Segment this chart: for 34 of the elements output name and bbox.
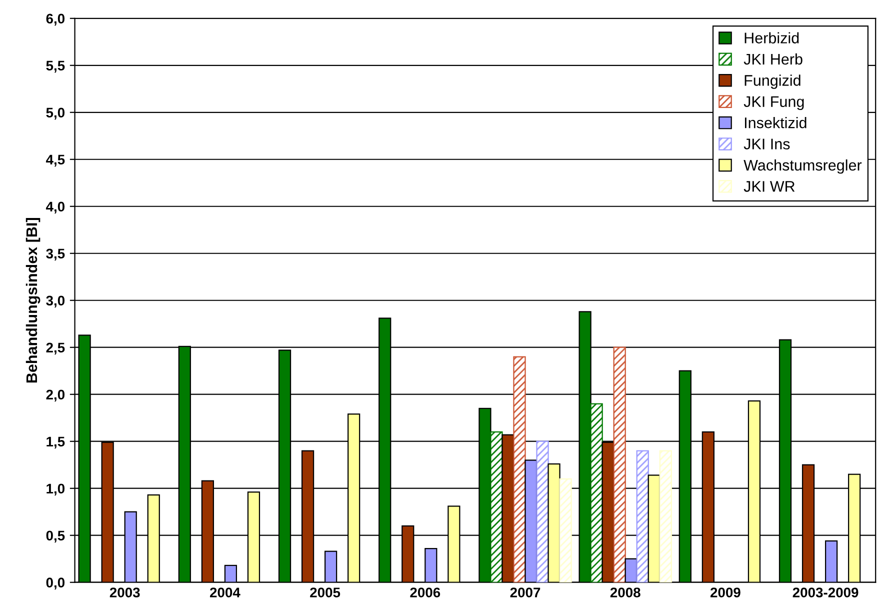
y-tick-label: 1,0 (46, 484, 65, 496)
y-tick-label: 2,0 (46, 390, 65, 402)
legend-label: JKI Herb (744, 53, 802, 65)
x-tick-label: 2004 (210, 588, 240, 598)
x-tick-label: 2008 (610, 588, 640, 598)
bar (659, 450, 672, 582)
y-tick-label: 4,0 (46, 202, 65, 214)
y-tick-label: 5,5 (46, 60, 65, 73)
legend-label: Herbizid (744, 32, 799, 44)
x-tick-label: 2003 (110, 588, 140, 598)
y-tick-label: 3,5 (46, 248, 65, 261)
y-tick-label: 4,5 (46, 154, 65, 167)
y-tick-label: 2,5 (46, 342, 65, 355)
bar (613, 346, 626, 582)
y-tick-label: 3,0 (46, 296, 65, 308)
y-tick-label: 5,0 (46, 108, 65, 120)
bar (559, 478, 572, 582)
x-tick-label: 2005 (310, 588, 340, 598)
x-tick-label: 2006 (410, 588, 440, 598)
y-tick-label: 0,5 (46, 530, 65, 543)
y-axis-title: Behandlungsindex [BI] (26, 218, 40, 383)
legend-label: Wachstumsregler (744, 159, 862, 174)
y-tick-label: 6,0 (46, 14, 65, 26)
legend-label: Fungizid (744, 74, 800, 89)
legend-label: JKI WR (744, 181, 795, 192)
bar (513, 356, 526, 582)
y-tick-label: 0,0 (46, 578, 65, 590)
y-tick-label: 1,5 (46, 436, 65, 449)
legend-label: Insektizid (744, 117, 806, 128)
legend-label: JKI Fung (744, 96, 804, 110)
x-tick-label: 2007 (510, 588, 540, 598)
x-tick-label: 2003-2009 (792, 588, 858, 598)
legend-label: JKI Ins (744, 138, 790, 150)
x-tick-label: 2009 (710, 588, 740, 598)
